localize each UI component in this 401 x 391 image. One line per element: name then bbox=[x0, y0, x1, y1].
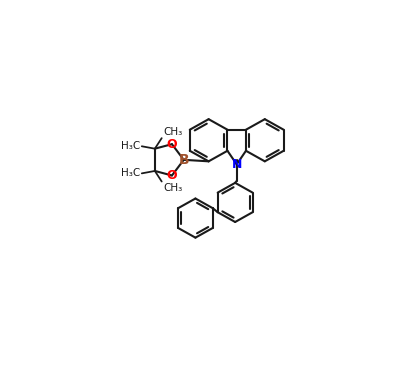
Text: H₃C: H₃C bbox=[122, 169, 141, 178]
Text: B: B bbox=[178, 153, 189, 167]
Text: H₃C: H₃C bbox=[122, 141, 141, 151]
Text: CH₃: CH₃ bbox=[163, 127, 182, 137]
Text: N: N bbox=[231, 158, 242, 171]
Text: CH₃: CH₃ bbox=[163, 183, 182, 193]
Text: O: O bbox=[167, 138, 177, 151]
Text: O: O bbox=[167, 169, 177, 182]
